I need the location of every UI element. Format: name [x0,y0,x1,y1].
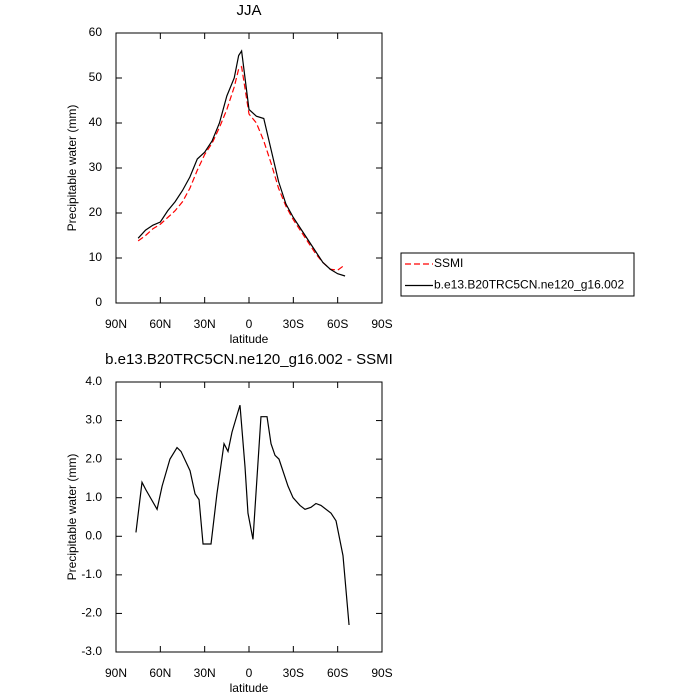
y-axis-label: Precipitable water (mm) [65,105,79,232]
y-tick-label: 4.0 [85,374,102,388]
data-line [137,49,346,277]
chart-title: JJA [236,2,261,19]
x-tick-label: 0 [246,666,253,680]
x-tick-label: 90N [105,666,127,680]
chart-title: b.e13.B20TRC5CN.ne120_g16.002 - SSMI [105,351,393,368]
y-tick-label: 30 [89,160,103,174]
legend-box [400,252,635,297]
x-tick-label: 60S [327,666,348,680]
x-tick-label: 90S [371,666,392,680]
y-tick-label: 0 [95,295,102,309]
y-tick-label: 0.0 [85,528,102,542]
x-tick-label: 60N [149,317,171,331]
data-line [135,404,350,626]
data-line [137,65,346,271]
y-tick-label: 20 [89,205,103,219]
x-axis-label: latitude [230,332,269,346]
x-tick-label: 60S [327,317,348,331]
y-tick-label: 1.0 [85,490,102,504]
y-tick-label: -3.0 [81,644,102,658]
legend-label: b.e13.B20TRC5CN.ne120_g16.002 [434,278,624,292]
y-tick-label: 10 [89,250,103,264]
x-tick-label: 90S [371,317,392,331]
x-tick-label: 30S [283,317,304,331]
x-tick-label: 30N [194,666,216,680]
plot-frame [115,32,383,304]
y-axis-label: Precipitable water (mm) [65,454,79,581]
legend-label: SSMI [434,256,463,270]
y-tick-label: 40 [89,115,103,129]
x-tick-label: 90N [105,317,127,331]
y-tick-label: -1.0 [81,567,102,581]
y-tick-label: -2.0 [81,606,102,620]
y-tick-label: 3.0 [85,413,102,427]
x-tick-label: 30N [194,317,216,331]
x-tick-label: 0 [246,317,253,331]
x-tick-label: 60N [149,666,171,680]
x-tick-label: 30S [283,666,304,680]
y-tick-label: 50 [89,70,103,84]
x-axis-label: latitude [230,681,269,695]
y-tick-label: 2.0 [85,451,102,465]
y-tick-label: 60 [89,25,103,39]
